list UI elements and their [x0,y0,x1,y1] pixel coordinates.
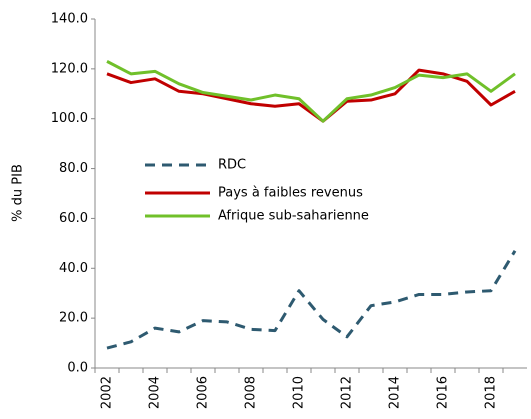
series-line [106,68,516,123]
y-axis-label: % du PIB [11,164,26,222]
x-tick-label: 2008 [244,376,259,409]
x-tick-label: 2018 [484,376,499,409]
x-tick-label: 2010 [292,376,307,409]
y-tick-label: 140.0 [51,12,88,27]
x-tick-label: 2002 [100,376,115,409]
x-tick-label: 2004 [148,376,163,409]
y-tick-label: 60.0 [59,211,88,226]
x-tick-label: 2016 [436,376,451,409]
y-tick-label: 120.0 [51,61,88,76]
series-line [106,60,516,123]
legend-label: Afrique sub-saharienne [218,209,369,224]
x-tick-label: 2006 [196,376,211,409]
y-tick-label: 100.0 [51,111,88,126]
x-tick-label: 2014 [388,376,403,409]
y-tick-label: 20.0 [59,311,88,326]
y-tick-label: 80.0 [59,161,88,176]
series-line [106,250,517,350]
legend-label: Pays à faibles revenus [218,186,363,201]
y-tick-label: 40.0 [59,261,88,276]
legend-label: RDC [218,158,246,173]
x-tick-label: 2012 [340,376,355,409]
y-tick-label: 0.0 [67,361,88,376]
